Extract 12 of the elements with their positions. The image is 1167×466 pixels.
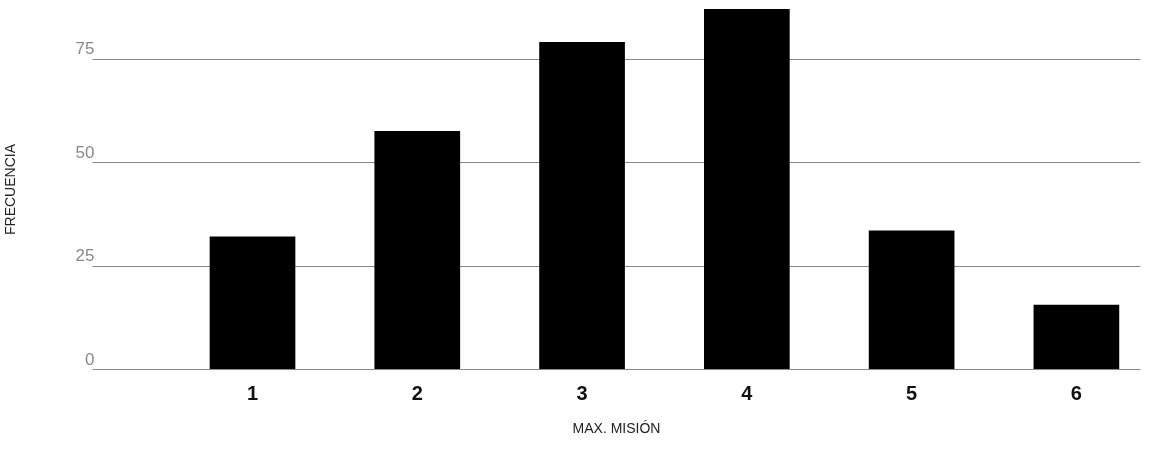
x-axis-title: MAX. MISIÓN bbox=[572, 419, 661, 436]
x-tick-label: 5 bbox=[906, 381, 918, 404]
y-axis-title: FRECUENCIA bbox=[1, 143, 18, 236]
y-tick-label: 25 bbox=[75, 246, 95, 266]
x-tick-label: 1 bbox=[246, 381, 259, 404]
y-tick-label: 0 bbox=[85, 349, 95, 369]
y-tick-label: 50 bbox=[75, 142, 95, 162]
x-tick-label: 4 bbox=[741, 381, 754, 404]
x-tick-label: 6 bbox=[1070, 381, 1082, 404]
y-tick-label: 75 bbox=[75, 39, 95, 59]
x-tick-label: 3 bbox=[576, 381, 588, 404]
x-tick-label: 2 bbox=[411, 381, 423, 404]
